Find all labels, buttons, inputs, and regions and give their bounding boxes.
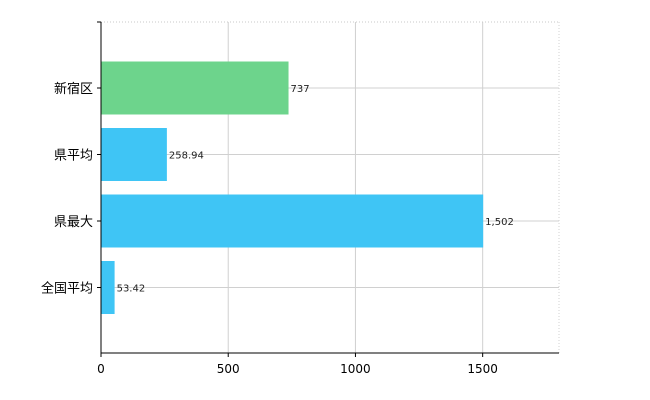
data-label-3: 53.42	[117, 284, 146, 295]
data-label-1: 258.94	[169, 151, 204, 162]
bar-0	[101, 61, 289, 115]
bar-3	[101, 261, 115, 314]
x-tick-label-1: 500	[217, 362, 240, 376]
x-tick-label-3: 1500	[467, 362, 498, 376]
y-tick-label-0: 新宿区	[54, 81, 93, 97]
y-tick-label-1: 県平均	[54, 149, 93, 164]
bars	[101, 61, 484, 314]
bar-2	[101, 194, 484, 248]
axes	[97, 21, 559, 357]
y-tick-label-3: 全国平均	[41, 281, 93, 297]
data-label-2: 1,502	[485, 217, 514, 228]
x-tick-label-0: 0	[97, 362, 105, 376]
y-tick-label-2: 県最大	[54, 215, 93, 230]
x-tick-label-2: 1000	[340, 362, 371, 376]
bar-1	[101, 128, 167, 181]
data-label-0: 737	[291, 84, 310, 95]
